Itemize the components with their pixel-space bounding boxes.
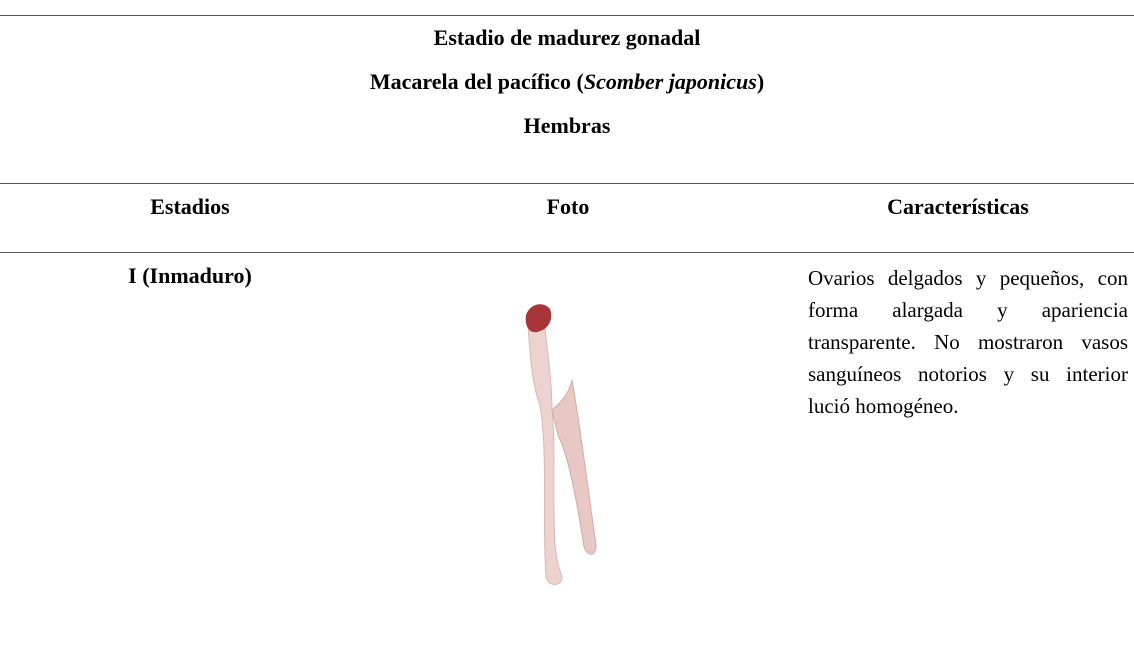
column-header: Estadios — [150, 194, 230, 219]
header-bottom-rule — [0, 252, 1134, 253]
title: Estadio de madurez gonadal — [433, 25, 701, 50]
column-header: Foto — [546, 194, 590, 219]
species-name: Scomber japonicus — [583, 69, 757, 94]
top-rule — [0, 15, 1134, 16]
stage-label: I (Inmaduro) — [128, 263, 252, 288]
column-header: Características — [887, 194, 1029, 219]
description: Ovarios delgados y pequeños, con forma a… — [808, 266, 1128, 418]
header-rule — [0, 183, 1134, 184]
group-label: Hembras — [523, 113, 611, 138]
subtitle: Macarela del pacífico (Scomber japonicus… — [0, 69, 1134, 95]
subtitle-text: ) — [756, 69, 765, 94]
gonad-photo — [525, 304, 597, 585]
subtitle-text: Macarela del pacífico ( — [369, 69, 584, 94]
gonad-tip — [525, 304, 552, 333]
gonad-lobe — [551, 379, 597, 555]
gonad-lobe — [527, 319, 563, 585]
